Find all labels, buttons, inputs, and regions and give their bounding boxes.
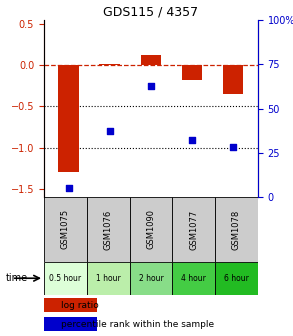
Bar bbox=[87, 262, 130, 295]
Bar bbox=[141, 55, 161, 66]
Bar bbox=[130, 197, 172, 262]
Bar bbox=[44, 197, 87, 262]
Bar bbox=[223, 66, 243, 94]
Point bbox=[108, 129, 112, 134]
Text: GSM1075: GSM1075 bbox=[61, 209, 70, 249]
Text: log ratio: log ratio bbox=[61, 301, 99, 310]
Bar bbox=[87, 197, 130, 262]
Bar bbox=[172, 262, 215, 295]
Text: 1 hour: 1 hour bbox=[96, 274, 120, 283]
Bar bbox=[172, 197, 215, 262]
Text: GSM1077: GSM1077 bbox=[189, 209, 198, 250]
Bar bbox=[44, 298, 97, 312]
Text: GSM1090: GSM1090 bbox=[146, 209, 155, 249]
Bar bbox=[182, 66, 202, 80]
Text: time: time bbox=[6, 273, 28, 283]
Bar bbox=[215, 262, 258, 295]
Point bbox=[231, 145, 236, 150]
Text: 6 hour: 6 hour bbox=[224, 274, 249, 283]
Point bbox=[190, 138, 194, 143]
Bar bbox=[100, 64, 120, 66]
Text: 0.5 hour: 0.5 hour bbox=[49, 274, 81, 283]
Text: GSM1078: GSM1078 bbox=[232, 209, 241, 250]
Text: 4 hour: 4 hour bbox=[181, 274, 206, 283]
Point bbox=[66, 185, 71, 191]
Text: GSM1076: GSM1076 bbox=[104, 209, 113, 250]
Bar bbox=[44, 262, 87, 295]
Bar bbox=[215, 197, 258, 262]
Bar bbox=[58, 66, 79, 172]
Text: 2 hour: 2 hour bbox=[139, 274, 163, 283]
Title: GDS115 / 4357: GDS115 / 4357 bbox=[103, 6, 198, 19]
Bar bbox=[44, 318, 97, 331]
Point bbox=[149, 83, 153, 88]
Bar bbox=[130, 262, 172, 295]
Text: percentile rank within the sample: percentile rank within the sample bbox=[61, 320, 214, 329]
